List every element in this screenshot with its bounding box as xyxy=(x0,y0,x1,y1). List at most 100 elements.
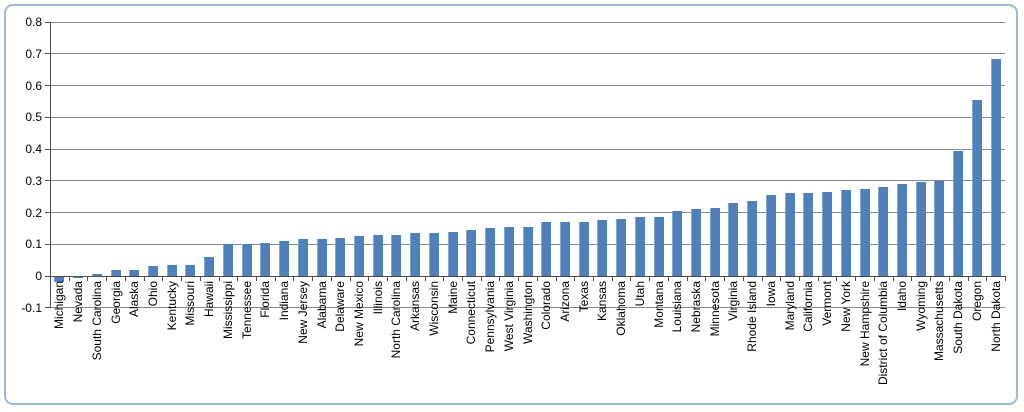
category-bar xyxy=(279,241,290,276)
category-axis-tick xyxy=(686,276,688,281)
category-bar xyxy=(897,183,907,276)
y-axis-tick xyxy=(45,243,50,245)
category-label: Ohio xyxy=(145,281,160,307)
category-axis-tick xyxy=(761,276,763,281)
category-bar xyxy=(653,217,664,276)
category-label: Oregon xyxy=(969,281,984,322)
category-axis-tick xyxy=(255,276,257,281)
category-bar xyxy=(260,242,271,276)
category-bar xyxy=(559,222,570,276)
category-bar xyxy=(934,180,945,276)
category-label: Idaho xyxy=(895,281,909,312)
category-axis-tick xyxy=(536,276,538,281)
category-axis-tick xyxy=(368,276,370,281)
y-axis-tick xyxy=(45,21,50,23)
category-label: Maryland xyxy=(782,281,797,331)
category-label: New Mexico xyxy=(351,281,366,347)
y-gridline xyxy=(50,148,1005,150)
category-label: Massachusetts xyxy=(932,281,947,362)
category-bar xyxy=(784,193,795,276)
category-label: Connecticut xyxy=(464,281,479,345)
category-label: Alaska xyxy=(127,281,142,318)
category-label: Minnesota xyxy=(707,281,722,337)
category-bar xyxy=(691,209,702,276)
category-bar xyxy=(971,99,982,276)
category-bar xyxy=(466,229,477,276)
category-axis-tick xyxy=(705,276,707,281)
y-gridline xyxy=(50,212,1005,213)
category-label: Illinois xyxy=(370,281,385,315)
y-axis-label: 0.1 xyxy=(25,237,42,252)
category-label: Colorado xyxy=(539,281,554,330)
category-axis-tick xyxy=(649,276,651,281)
category-bar xyxy=(990,58,1001,276)
category-axis-tick xyxy=(237,276,239,281)
category-label: Mississippi xyxy=(220,281,235,340)
category-label: Alabama xyxy=(314,281,329,329)
category-label: Arkansas xyxy=(408,281,423,332)
category-bar xyxy=(166,264,177,276)
category-axis-tick xyxy=(424,276,426,281)
category-bar xyxy=(204,256,215,276)
category-label: Louisiana xyxy=(670,281,685,333)
y-axis-label: 0.6 xyxy=(25,78,42,93)
category-label: Florida xyxy=(258,281,273,318)
category-label: South Dakota xyxy=(951,281,966,354)
category-axis-tick xyxy=(330,276,332,281)
category-axis-tick xyxy=(293,276,295,281)
category-bar xyxy=(709,207,720,276)
category-label: California xyxy=(801,281,816,332)
category-label: North Carolina xyxy=(389,281,404,359)
category-bar xyxy=(728,202,739,276)
y-axis-label: 0 xyxy=(35,269,42,283)
category-axis-tick xyxy=(873,276,875,281)
category-axis-tick xyxy=(518,276,520,281)
category-axis-tick xyxy=(930,276,932,281)
category-axis-tick xyxy=(630,276,632,281)
y-gridline xyxy=(50,21,1005,23)
category-axis-tick xyxy=(68,276,70,281)
category-axis-tick xyxy=(312,276,314,281)
y-axis-tick xyxy=(45,116,50,118)
category-label: Iowa xyxy=(763,281,778,307)
category-label: Indiana xyxy=(277,281,292,321)
category-bar xyxy=(822,191,833,276)
category-axis-tick xyxy=(405,276,407,281)
category-bar xyxy=(353,236,364,276)
category-bar xyxy=(634,217,645,276)
category-label: Georgia xyxy=(108,281,123,324)
y-axis-label: 0.8 xyxy=(25,15,42,29)
category-bar xyxy=(316,239,327,276)
category-label: Oklahoma xyxy=(614,281,629,336)
category-label: Nebraska xyxy=(689,281,704,333)
category-label: Virginia xyxy=(726,281,741,321)
category-axis-tick xyxy=(574,276,576,281)
category-bar xyxy=(185,264,196,276)
category-axis-tick xyxy=(611,276,613,281)
category-bar xyxy=(953,150,964,276)
category-label: Vermont xyxy=(820,281,835,326)
category-label: Delaware xyxy=(333,281,348,332)
category-axis-tick xyxy=(855,276,857,281)
category-bar xyxy=(578,222,589,276)
category-axis-tick xyxy=(799,276,801,281)
category-label: Michigan xyxy=(52,281,67,330)
category-axis-tick xyxy=(162,276,164,281)
category-axis-tick xyxy=(181,276,183,281)
category-bar xyxy=(915,182,926,276)
category-label: Wisconsin xyxy=(426,281,441,336)
category-label: Hawaii xyxy=(202,281,217,318)
y-gridline xyxy=(50,85,1005,86)
category-axis-tick xyxy=(724,276,726,281)
category-bar xyxy=(222,244,233,276)
category-axis-tick xyxy=(443,276,445,281)
y-gridline xyxy=(50,53,1005,55)
category-bar xyxy=(110,269,121,276)
category-bar xyxy=(391,234,402,276)
y-axis-tick xyxy=(45,212,50,213)
category-bar xyxy=(73,276,84,278)
category-bar xyxy=(765,195,776,276)
category-axis-tick xyxy=(124,276,126,281)
category-axis-tick xyxy=(106,276,108,281)
